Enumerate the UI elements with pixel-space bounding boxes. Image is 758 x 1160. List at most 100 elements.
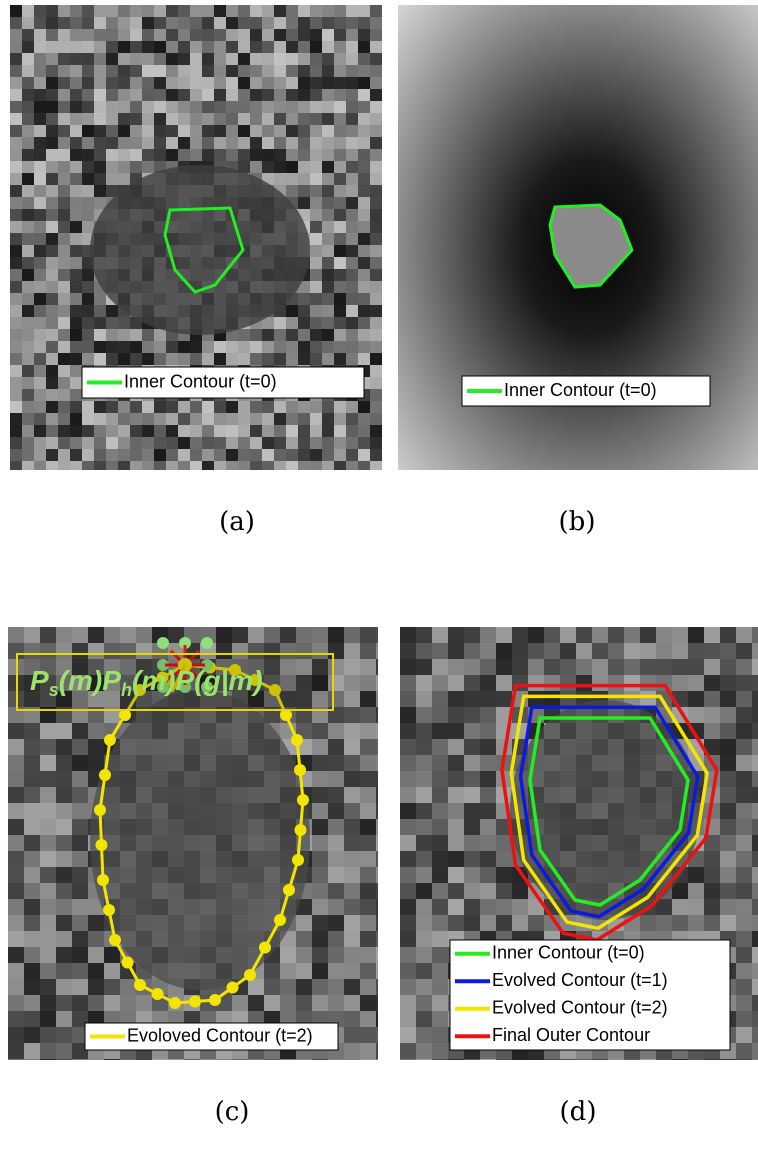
pixel [34, 113, 46, 125]
pixel [154, 425, 166, 437]
pixel [24, 819, 40, 835]
pixel [24, 995, 40, 1011]
pixel [72, 979, 88, 995]
pixel [370, 29, 382, 41]
pixel [94, 341, 106, 353]
pixel [22, 269, 34, 281]
pixel [82, 101, 94, 113]
pixel [416, 835, 432, 851]
pixel [178, 113, 190, 125]
pixel [346, 353, 358, 365]
pixel [34, 281, 46, 293]
pixel [286, 437, 298, 449]
pixel [46, 113, 58, 125]
pixel [56, 739, 72, 755]
pixel [370, 257, 382, 269]
pixel [40, 867, 56, 883]
pixel [312, 947, 328, 963]
pixel [720, 899, 736, 915]
pixel [400, 723, 416, 739]
pixel [56, 995, 72, 1011]
pixel [400, 1027, 416, 1043]
pixel [24, 883, 40, 899]
pixel [310, 161, 322, 173]
pixel [752, 627, 758, 643]
pixel [262, 137, 274, 149]
pixel [58, 437, 70, 449]
pixel [376, 723, 392, 739]
pixel [226, 341, 238, 353]
pixel [672, 643, 688, 659]
pixel [72, 819, 88, 835]
pixel [286, 185, 298, 197]
pixel [752, 803, 758, 819]
pixel [656, 659, 672, 675]
control-point [97, 874, 109, 886]
pixel [8, 755, 24, 771]
pixel [624, 643, 640, 659]
pixel [82, 29, 94, 41]
pixel [94, 41, 106, 53]
pixel [46, 53, 58, 65]
pixel [376, 707, 392, 723]
pixel [344, 707, 360, 723]
pixel [22, 137, 34, 149]
pixel [334, 293, 346, 305]
pixel [82, 341, 94, 353]
pixel [264, 963, 280, 979]
pixel [82, 329, 94, 341]
pixel [560, 691, 576, 707]
pixel [130, 17, 142, 29]
pixel [178, 401, 190, 413]
pixel [334, 341, 346, 353]
pixel [370, 17, 382, 29]
control-point [103, 904, 115, 916]
pixel [82, 221, 94, 233]
pixel [24, 1027, 40, 1043]
pixel [166, 149, 178, 161]
pixel [166, 101, 178, 113]
pixel [312, 819, 328, 835]
pixel [346, 413, 358, 425]
pixel [238, 401, 250, 413]
pixel [360, 771, 376, 787]
pixel [376, 867, 392, 883]
pixel [136, 627, 152, 643]
pixel [576, 643, 592, 659]
pixel [328, 835, 344, 851]
pixel [24, 803, 40, 819]
pixel [464, 867, 480, 883]
pixel [358, 137, 370, 149]
pixel [400, 819, 416, 835]
pixel [82, 161, 94, 173]
pixel [322, 125, 334, 137]
pixel [10, 365, 22, 377]
pixel [346, 401, 358, 413]
pixel [704, 851, 720, 867]
pixel [334, 137, 346, 149]
pixel [46, 65, 58, 77]
pixel [142, 341, 154, 353]
pixel [310, 29, 322, 41]
pixel [274, 401, 286, 413]
pixel [286, 401, 298, 413]
pixel [274, 53, 286, 65]
pixel [640, 675, 656, 691]
pixel [142, 53, 154, 65]
pixel [56, 1027, 72, 1043]
pixel [106, 5, 118, 17]
pixel [274, 317, 286, 329]
pixel [310, 449, 322, 461]
pixel [376, 755, 392, 771]
pixel [82, 197, 94, 209]
pixel [46, 29, 58, 41]
pixel [178, 89, 190, 101]
pixel [688, 675, 704, 691]
pixel [232, 627, 248, 643]
pixel [40, 755, 56, 771]
pixel [656, 627, 672, 643]
pixel [166, 449, 178, 461]
pixel [82, 149, 94, 161]
pixel [70, 161, 82, 173]
pixel [46, 329, 58, 341]
